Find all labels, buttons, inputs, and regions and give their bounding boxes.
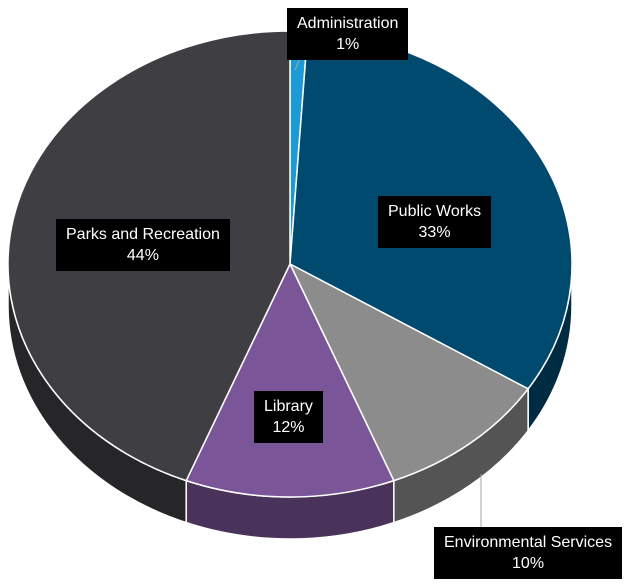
slice-name-public-works: Public Works <box>388 203 482 220</box>
slice-name-parks-and-recreation: Parks and Recreation <box>66 226 220 243</box>
slice-percent-library: 12% <box>272 419 305 436</box>
slice-label-public-works: Public Works 33% <box>378 196 492 248</box>
leader-lines <box>294 57 482 527</box>
slice-name-administration: Administration <box>297 15 399 32</box>
slice-percent-public-works: 33% <box>418 224 451 241</box>
slice-name-environmental-services: Environmental Services <box>444 534 613 551</box>
slice-environmental-services <box>289 263 529 482</box>
slice-label-environmental-services: Environmental Services 10% <box>434 527 623 579</box>
slice-label-parks-and-recreation: Parks and Recreation 44% <box>56 219 230 271</box>
slice-label-library: Library 12% <box>254 391 323 443</box>
slice-label-administration: Administration 1% <box>287 8 409 60</box>
slice-percent-administration: 1% <box>336 36 360 53</box>
slice-library <box>185 263 395 498</box>
leader-line-administration <box>294 57 301 71</box>
pie-sides <box>7 263 573 540</box>
slice-percent-parks-and-recreation: 44% <box>126 247 159 264</box>
slice-percent-environmental-services: 10% <box>512 555 545 572</box>
slice-name-library: Library <box>264 398 313 415</box>
